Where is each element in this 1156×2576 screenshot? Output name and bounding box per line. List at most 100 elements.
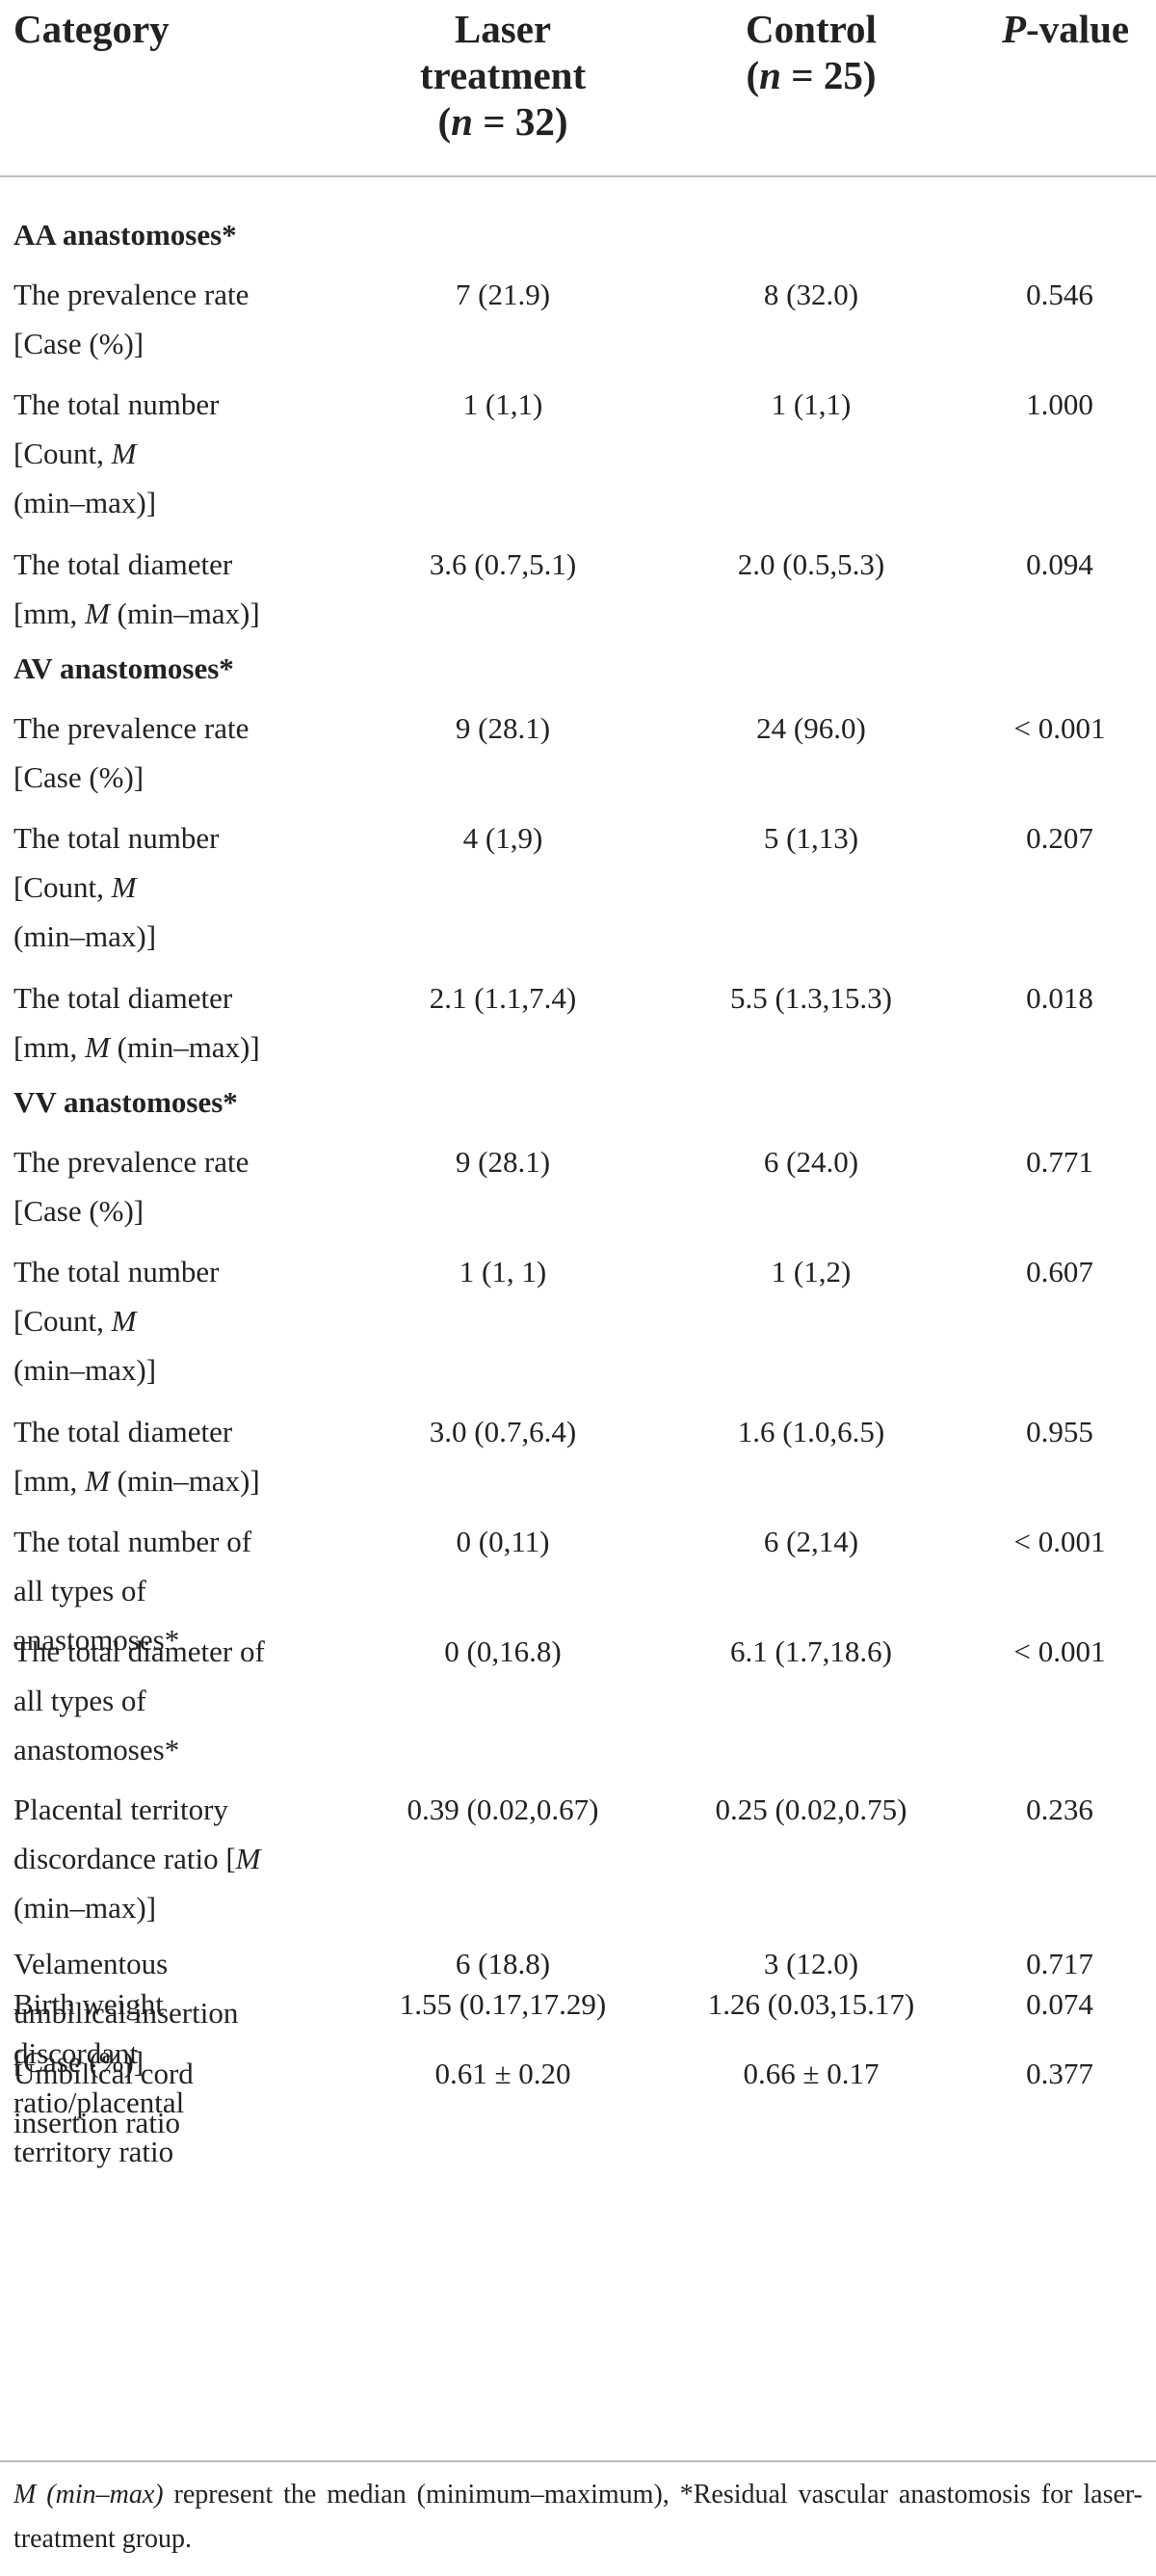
row-label-line: AA anastomoses* (13, 218, 237, 252)
row-label: Velamentous umbilical insertion [Case (%)] (13, 1939, 331, 2086)
control-value: 0.25 (0.02,0.75) (715, 1793, 907, 1826)
row-label-line: VV anastomoses* (13, 1085, 238, 1119)
section-title: VV anastomoses* (13, 1077, 331, 1127)
control-value: 1 (1,1) (771, 387, 852, 421)
row-label: Umbilical cord insertion ratio (13, 2049, 331, 2147)
row-label-line: discordance ratio [M (13, 1842, 261, 1875)
p-value: 0.236 (1026, 1793, 1093, 1826)
row-label-line: The total number (13, 387, 220, 421)
p-value: < 0.001 (1013, 711, 1106, 745)
row-label-line: [Case (%)] (13, 760, 144, 794)
row-label-line: [Case (%)] (13, 327, 144, 360)
section-title: AA anastomoses* (13, 210, 331, 259)
header-control: Control (n = 25) (667, 6, 956, 98)
p-value: 0.771 (1026, 1145, 1093, 1179)
control-value: 0.66 ± 0.17 (743, 2057, 880, 2090)
header-pvalue: P-value (1002, 7, 1130, 51)
row-label: The total diameter [mm, M (min–max)] (13, 973, 331, 1072)
row-label-line: (min–max)] (13, 1891, 157, 1925)
row-label-line: Umbilical cord (13, 2057, 194, 2090)
row-label-line: insertion ratio (13, 2106, 181, 2139)
p-value: 0.717 (1026, 1947, 1093, 1980)
row-label-line: all types of (13, 1684, 146, 1717)
control-value: 6 (24.0) (763, 1145, 859, 1179)
p-value: 0.955 (1026, 1415, 1093, 1448)
control-value: 8 (32.0) (763, 278, 859, 311)
header-category: Category (13, 7, 170, 51)
laser-value: 4 (1,9) (462, 821, 543, 855)
row-label-line: [mm, M (min–max)] (13, 1030, 260, 1064)
laser-value: 1 (1,1) (462, 387, 543, 421)
row-label: The total number [Count, M (min–max)] (13, 1247, 331, 1394)
section-title: AV anastomoses* (13, 644, 331, 693)
row-label-line: AV anastomoses* (13, 651, 234, 685)
header-laser-n: (n = 32) (437, 99, 568, 144)
row-label: The prevalence rate [Case (%)] (13, 270, 331, 368)
header-divider (0, 175, 1156, 177)
control-value: 1 (1,2) (771, 1255, 852, 1288)
control-value: 5.5 (1.3,15.3) (730, 981, 892, 1015)
p-value: 0.094 (1026, 547, 1093, 581)
p-value: 0.607 (1026, 1255, 1093, 1288)
row-label-line: [mm, M (min–max)] (13, 597, 260, 630)
row-label: The total number [Count, M (min–max)] (13, 813, 331, 961)
header-control-line1: Control (746, 7, 877, 51)
row-label: The total number of all types of anastomos… (13, 1517, 331, 1664)
row-label: The total diameter [mm, M (min–max)] (13, 1407, 331, 1505)
laser-value: 0.39 (0.02,0.67) (407, 1793, 599, 1826)
row-label-line: (min–max)] (13, 486, 157, 519)
p-value: 0.377 (1026, 2057, 1093, 2090)
footer-divider (0, 2460, 1156, 2462)
laser-value: 2.1 (1.1,7.4) (429, 981, 577, 1015)
control-value: 3 (12.0) (763, 1947, 859, 1980)
row-label-line: discordant (13, 2036, 139, 2070)
p-value: 0.207 (1026, 821, 1093, 855)
row-label-line: Placental territory (13, 1793, 228, 1826)
control-value: 5 (1,13) (763, 821, 859, 855)
row-label-line: ratio/placental (13, 2085, 185, 2119)
p-value: 0.074 (1026, 1987, 1093, 2021)
control-value: 6 (2,14) (763, 1525, 859, 1558)
control-value: 1.6 (1.0,6.5) (737, 1415, 885, 1448)
row-label-line: (min–max)] (13, 919, 157, 953)
row-label-line: umbilical insertion (13, 1996, 239, 2030)
row-label-line: all types of (13, 1574, 146, 1607)
p-value: < 0.001 (1013, 1525, 1106, 1558)
control-value: 24 (96.0) (756, 711, 866, 745)
row-label-line: The total diameter (13, 547, 233, 581)
row-label-line: The total number (13, 821, 220, 855)
laser-value: 0.61 ± 0.20 (434, 2057, 571, 2090)
control-value: 2.0 (0.5,5.3) (737, 547, 885, 581)
row-label-line: The prevalence rate (13, 278, 250, 311)
laser-value: 3.6 (0.7,5.1) (429, 547, 577, 581)
laser-value: 9 (28.1) (455, 1145, 551, 1179)
row-label-line: The total diameter (13, 1415, 233, 1448)
row-label-line: The prevalence rate (13, 1145, 250, 1179)
row-label-line: The total diameter of (13, 1634, 265, 1668)
row-label-line: territory ratio (13, 2135, 174, 2168)
p-value: 1.000 (1026, 387, 1093, 421)
row-label-line: [Count, M (13, 437, 137, 470)
laser-value: 3.0 (0.7,6.4) (429, 1415, 577, 1448)
row-label-line: [Case (%)] (13, 1194, 144, 1228)
row-label-line: The total number of (13, 1525, 252, 1558)
row-label-line: anastomoses* (13, 1623, 180, 1657)
row-label: The total diameter [mm, M (min–max)] (13, 540, 331, 638)
row-label-line: [Count, M (13, 1304, 137, 1338)
row-label-line: [mm, M (min–max)] (13, 1464, 260, 1498)
row-label-line: The prevalence rate (13, 711, 250, 745)
laser-value: 1.55 (0.17,17.29) (399, 1987, 607, 2021)
laser-value: 6 (18.8) (455, 1947, 551, 1980)
row-label: The prevalence rate [Case (%)] (13, 704, 331, 802)
header-laser-line2: treatment (419, 53, 587, 97)
row-label-line: Velamentous (13, 1947, 169, 1980)
p-value: 0.018 (1026, 981, 1093, 1015)
row-label: The total number [Count, M (min–max)] (13, 380, 331, 527)
row-label: Birth weight discordant ratio/placental ter… (13, 1979, 331, 2176)
header-laser-line1: Laser (454, 7, 552, 51)
control-value: 1.26 (0.03,15.17) (707, 1987, 915, 2021)
row-label-line: Birth weight (13, 1987, 164, 2021)
row-label-line: (min–max)] (13, 1353, 157, 1387)
table-footnote: M (min–max) represent the median (minimu… (13, 2480, 1143, 2554)
